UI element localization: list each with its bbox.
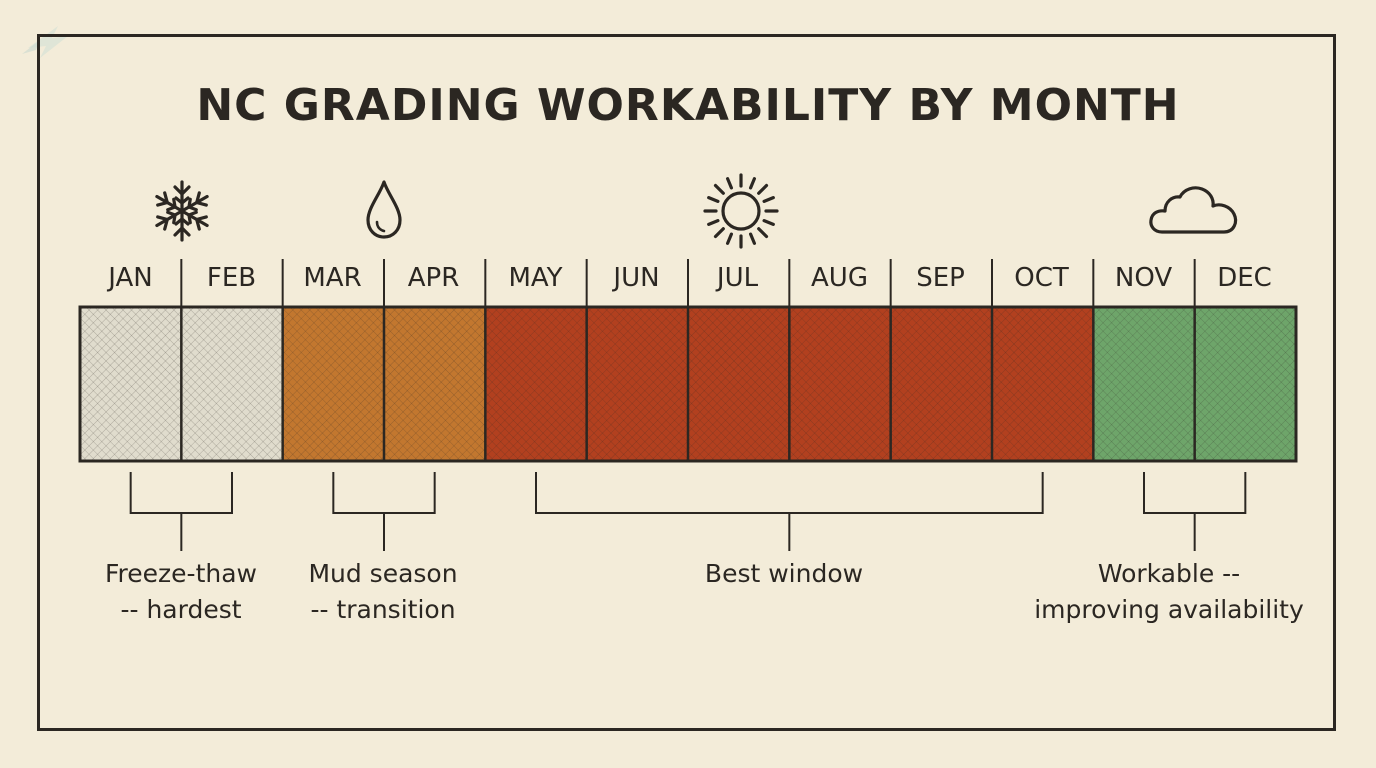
group-label-line: Freeze-thaw xyxy=(105,559,257,588)
month-label: JAN xyxy=(108,263,153,293)
month-label: APR xyxy=(407,263,460,293)
month-label: JUN xyxy=(613,263,660,293)
group-label-line: Mud season xyxy=(308,559,458,588)
snowflake-icon xyxy=(151,180,213,242)
cloud-icon xyxy=(1149,186,1238,234)
month-label: NOV xyxy=(1114,263,1173,293)
group-label-freeze: Freeze-thaw -- hardest xyxy=(78,556,284,628)
month-cell-texture xyxy=(485,307,587,461)
month-label: FEB xyxy=(206,263,257,293)
group-label-line: Best window xyxy=(704,559,864,588)
group-bracket-0 xyxy=(129,472,233,551)
month-cell-texture xyxy=(282,307,384,461)
logo-icon xyxy=(22,26,68,58)
month-label: OCT xyxy=(1014,263,1069,293)
diagram-frame xyxy=(37,34,1336,731)
group-label-line: -- hardest xyxy=(120,595,242,624)
page-title: NC GRADING WORKABILITY BY MONTH xyxy=(196,80,1180,131)
month-cell-texture xyxy=(992,307,1094,461)
group-bracket-3 xyxy=(1143,472,1247,551)
month-cell-texture xyxy=(384,307,486,461)
month-cell-texture xyxy=(80,307,182,461)
sun-icon xyxy=(703,173,779,249)
group-label-line: Workable -- xyxy=(1097,559,1241,588)
month-cell-texture xyxy=(1093,307,1195,461)
month-label: DEC xyxy=(1217,263,1272,293)
raindrop-icon xyxy=(366,180,402,239)
group-label-line: improving availability xyxy=(1034,595,1304,624)
month-cell-texture xyxy=(1194,307,1296,461)
month-cell-texture xyxy=(181,307,283,461)
month-cell-texture xyxy=(586,307,688,461)
group-label-line: -- transition xyxy=(310,595,456,624)
month-label: MAY xyxy=(508,263,563,293)
month-label: MAR xyxy=(303,263,362,293)
month-cell-texture xyxy=(890,307,992,461)
month-cell-texture xyxy=(789,307,891,461)
group-bracket-2 xyxy=(535,472,1044,551)
group-label-workable: Workable -- improving availability xyxy=(1030,556,1308,628)
group-label-mud: Mud season -- transition xyxy=(280,556,486,628)
group-bracket-1 xyxy=(332,472,436,551)
month-label: JUL xyxy=(716,263,759,293)
group-label-best: Best window xyxy=(634,556,934,592)
month-cell-texture xyxy=(688,307,790,461)
month-label: SEP xyxy=(916,263,965,293)
month-label: AUG xyxy=(811,263,868,293)
